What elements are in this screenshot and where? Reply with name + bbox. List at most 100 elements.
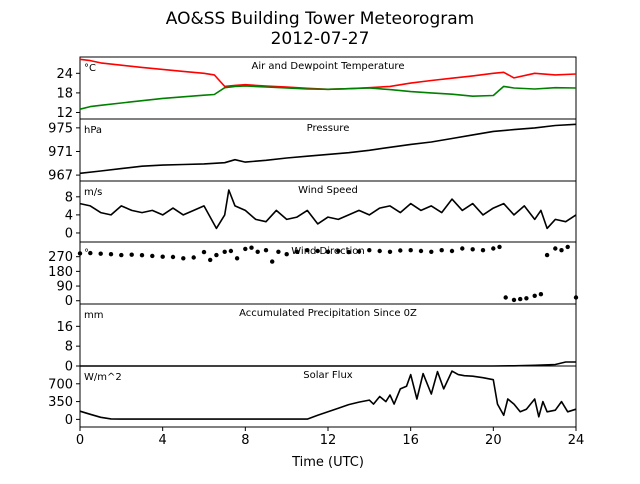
panel-unit: °C bbox=[84, 63, 96, 74]
y-tick-label: 180 bbox=[48, 265, 73, 280]
y-tick-label: 0 bbox=[65, 294, 73, 309]
y-tick-label: 24 bbox=[56, 67, 73, 82]
y-tick-label: 967 bbox=[48, 169, 73, 184]
x-axis: 0 4 8 12 16 20 24 bbox=[76, 427, 584, 448]
data-point bbox=[429, 249, 434, 254]
panel-title: Air and Dewpoint Temperature bbox=[252, 61, 405, 72]
panel-unit: hPa bbox=[84, 125, 102, 136]
data-point bbox=[470, 247, 475, 252]
y-tick-label: 0 bbox=[65, 360, 73, 375]
y-tick-label: 700 bbox=[48, 377, 73, 392]
x-tick-label: 16 bbox=[402, 433, 419, 448]
data-point bbox=[336, 248, 341, 254]
data-point bbox=[249, 245, 254, 250]
data-point bbox=[408, 248, 413, 253]
series-line-1 bbox=[79, 123, 577, 175]
data-point bbox=[524, 296, 529, 301]
panel-3: 0 4 8 m/s Wind Speed bbox=[65, 180, 577, 243]
data-point bbox=[346, 249, 351, 255]
panel-title: Wind Speed bbox=[298, 185, 358, 196]
data-point bbox=[201, 249, 207, 255]
data-point bbox=[234, 256, 240, 261]
data-point bbox=[418, 248, 424, 254]
data-point bbox=[270, 259, 275, 264]
data-point bbox=[387, 249, 393, 254]
y-tick-label: 270 bbox=[48, 250, 73, 265]
data-point bbox=[398, 248, 403, 253]
data-point bbox=[170, 254, 176, 260]
data-point bbox=[553, 246, 558, 251]
panel-1: 12 18 24 °C Air and Dewpoint Temperature bbox=[56, 56, 577, 121]
y-tick-label: 0 bbox=[65, 226, 73, 241]
data-point bbox=[511, 297, 517, 303]
data-point bbox=[491, 246, 496, 251]
data-point bbox=[284, 252, 289, 257]
data-point bbox=[181, 256, 186, 261]
data-point bbox=[356, 249, 362, 254]
data-point bbox=[214, 252, 219, 258]
data-point bbox=[108, 252, 114, 257]
data-point bbox=[544, 252, 550, 258]
data-point bbox=[77, 251, 83, 256]
data-point bbox=[150, 253, 155, 259]
figure-date: 2012-07-27 bbox=[271, 29, 370, 49]
figure-title: AO&SS Building Tower Meteorogram bbox=[166, 9, 474, 29]
data-point bbox=[573, 295, 579, 300]
x-tick-label: 0 bbox=[76, 433, 84, 448]
data-point bbox=[439, 248, 444, 253]
series-line-2 bbox=[79, 85, 577, 110]
data-point bbox=[460, 246, 465, 251]
x-tick-label: 12 bbox=[320, 433, 337, 448]
panel-5: 0 8 16 mm Accumulated Precipitation Since 0Z bbox=[56, 303, 577, 375]
panel-unit: mm bbox=[84, 310, 103, 321]
data-point bbox=[160, 254, 165, 259]
data-point bbox=[255, 249, 260, 254]
panel-6: 0 350 700 W/m^2 Solar Flux bbox=[48, 365, 577, 428]
x-tick-label: 4 bbox=[159, 433, 167, 448]
y-tick-label: 90 bbox=[56, 280, 73, 295]
y-tick-label: 12 bbox=[56, 106, 73, 121]
panel-title: Pressure bbox=[307, 123, 350, 134]
y-tick-label: 18 bbox=[56, 86, 73, 101]
panel-unit: ° bbox=[84, 248, 89, 259]
data-point bbox=[88, 250, 93, 256]
data-point bbox=[367, 248, 372, 253]
x-axis-label: Time (UTC) bbox=[291, 455, 364, 470]
y-tick-label: 0 bbox=[65, 413, 73, 428]
y-tick-label: 350 bbox=[48, 395, 73, 410]
data-point bbox=[191, 255, 196, 260]
series-line-1 bbox=[80, 361, 576, 367]
panel-2: 967 971 975 hPa Pressure bbox=[48, 118, 577, 184]
data-point bbox=[119, 252, 124, 258]
x-tick-label: 24 bbox=[568, 433, 585, 448]
data-point bbox=[139, 253, 145, 258]
series-line-1 bbox=[79, 370, 577, 420]
data-point bbox=[480, 248, 486, 253]
data-point bbox=[263, 248, 269, 253]
y-tick-label: 975 bbox=[48, 121, 73, 136]
data-point bbox=[315, 248, 320, 254]
data-point bbox=[565, 244, 570, 250]
data-point bbox=[228, 248, 234, 254]
panel-title: Accumulated Precipitation Since 0Z bbox=[239, 308, 417, 319]
data-point bbox=[518, 296, 523, 302]
data-point bbox=[98, 251, 103, 256]
data-point bbox=[449, 248, 455, 254]
data-point bbox=[325, 249, 331, 254]
panel-unit: W/m^2 bbox=[84, 372, 122, 383]
data-point bbox=[377, 248, 382, 254]
y-tick-label: 4 bbox=[65, 208, 73, 223]
data-point bbox=[222, 249, 227, 254]
x-tick-label: 8 bbox=[241, 433, 249, 448]
series-line-1 bbox=[79, 189, 577, 230]
data-point bbox=[497, 244, 502, 250]
panel-title: Wind Direction bbox=[291, 246, 365, 257]
y-tick-label: 971 bbox=[48, 145, 73, 160]
panel-title: Solar Flux bbox=[303, 370, 353, 381]
x-tick-label: 20 bbox=[485, 433, 502, 448]
y-tick-label: 8 bbox=[65, 340, 73, 355]
